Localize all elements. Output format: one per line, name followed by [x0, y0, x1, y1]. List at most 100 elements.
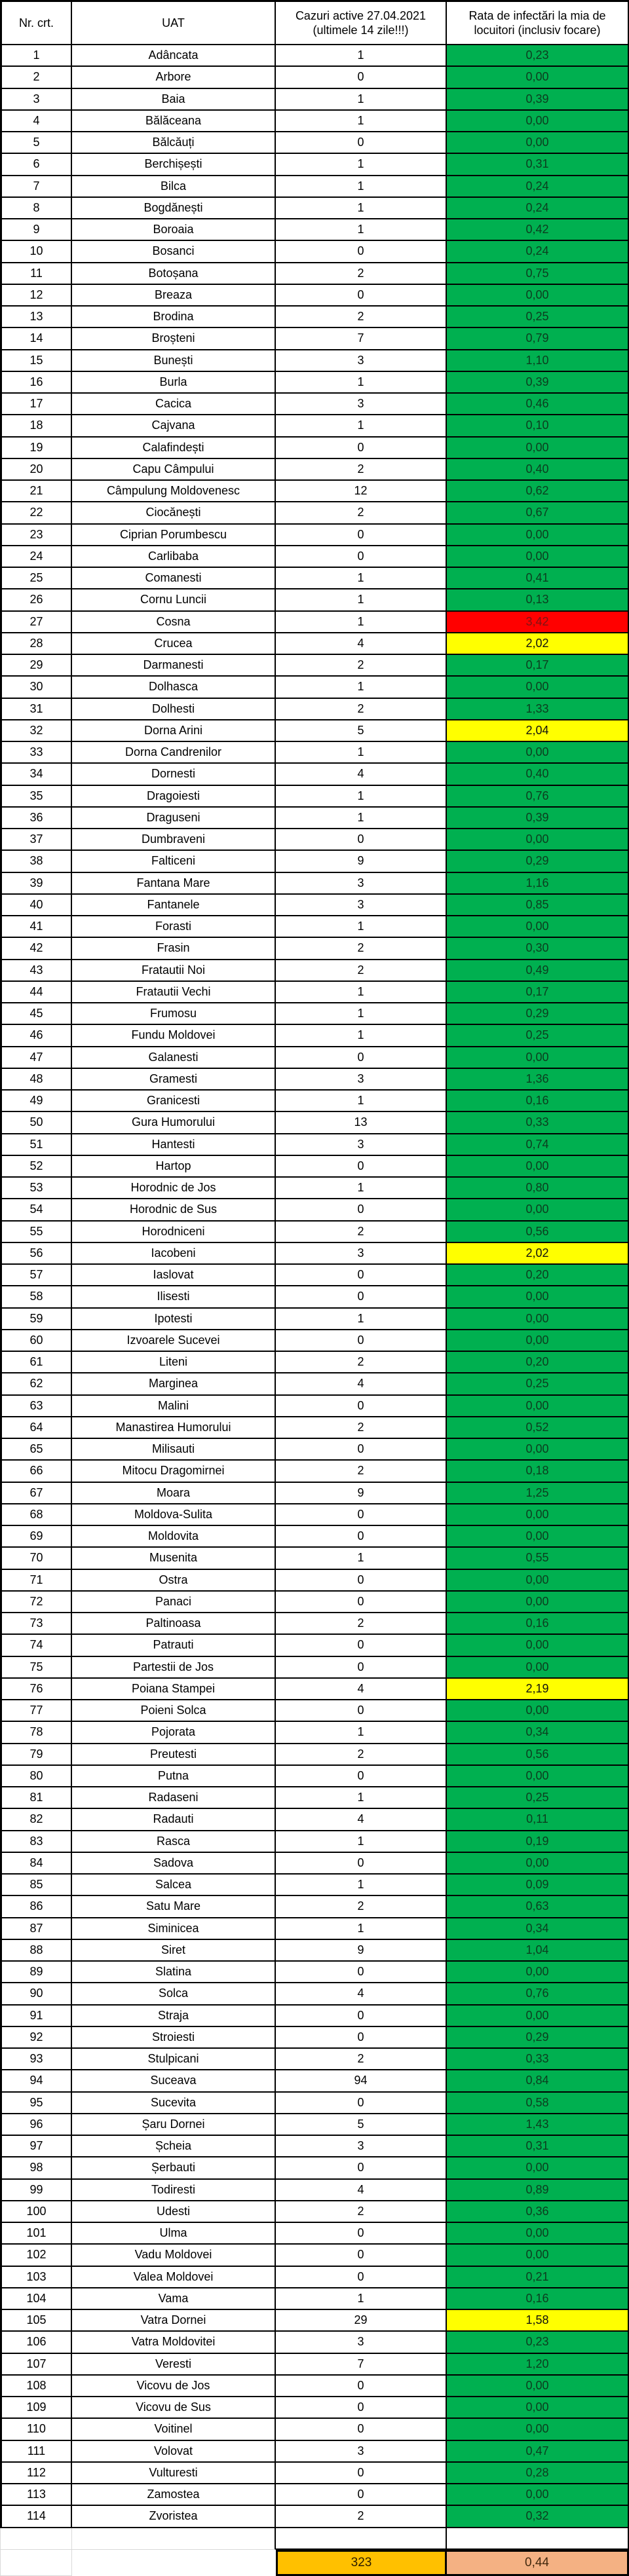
table-row: 15 Bunești 3 1,10: [0, 350, 629, 372]
table-row: 103 Valea Moldovei 0 0,21: [0, 2266, 629, 2288]
uat-cell: Adâncata: [72, 45, 276, 67]
row-number-cell: 106: [0, 2332, 72, 2354]
cases-cell: 13: [276, 1112, 447, 1134]
rate-cell: 1,36: [447, 1068, 629, 1091]
cases-cell: 2: [276, 1221, 447, 1243]
table-row: 9 Boroaia 1 0,42: [0, 219, 629, 242]
rate-cell: 0,00: [447, 742, 629, 764]
row-number-cell: 76: [0, 1678, 72, 1700]
row-number-cell: 17: [0, 394, 72, 416]
row-number-cell: 58: [0, 1286, 72, 1309]
table-row: 52 Hartop 0 0,00: [0, 1155, 629, 1178]
rate-cell: 0,23: [447, 2332, 629, 2354]
cases-cell: 1: [276, 1831, 447, 1853]
rate-cell: 0,31: [447, 2136, 629, 2158]
uat-cell: Câmpulung Moldovenesc: [72, 481, 276, 503]
rate-cell: 0,28: [447, 2462, 629, 2484]
row-number-cell: 2: [0, 67, 72, 89]
rate-cell: 0,30: [447, 938, 629, 960]
cases-cell: 0: [276, 1635, 447, 1657]
uat-cell: Mitocu Dragomirnei: [72, 1461, 276, 1483]
uat-cell: Cornu Luncii: [72, 589, 276, 612]
table-row: 32 Dorna Arini 5 2,04: [0, 720, 629, 742]
row-number-cell: 73: [0, 1613, 72, 1635]
table-row: 83 Rasca 1 0,19: [0, 1831, 629, 1853]
uat-cell: Bogdănești: [72, 197, 276, 219]
table-header-row: Nr. crt. UAT Cazuri active 27.04.2021 (u…: [0, 0, 629, 45]
rate-cell: 0,11: [447, 1809, 629, 1831]
uat-cell: Slatina: [72, 1962, 276, 1984]
cases-cell: 1: [276, 1787, 447, 1810]
row-number-cell: 14: [0, 328, 72, 350]
rate-cell: 0,63: [447, 1896, 629, 1918]
table-row: 114 Zvoristea 2 0,32: [0, 2506, 629, 2528]
table-row: 3 Baia 1 0,39: [0, 88, 629, 111]
uat-cell: Siret: [72, 1939, 276, 1962]
row-number-cell: 65: [0, 1439, 72, 1461]
rate-cell: 0,40: [447, 458, 629, 481]
rate-cell: 0,00: [447, 2375, 629, 2397]
table-row: 10 Bosanci 0 0,24: [0, 241, 629, 263]
rate-cell: 0,76: [447, 1983, 629, 2006]
rate-cell: 0,84: [447, 2070, 629, 2093]
cases-cell: 3: [276, 2440, 447, 2463]
uat-cell: Bunești: [72, 350, 276, 372]
row-number-cell: 49: [0, 1091, 72, 1113]
row-number-cell: 70: [0, 1548, 72, 1570]
rate-cell: 0,56: [447, 1744, 629, 1766]
rate-cell: 0,56: [447, 1221, 629, 1243]
cases-cell: 2: [276, 1896, 447, 1918]
table-row: 111 Volovat 3 0,47: [0, 2440, 629, 2463]
uat-cell: Vadu Moldovei: [72, 2245, 276, 2267]
table-row: 56 Iacobeni 3 2,02: [0, 1242, 629, 1265]
cases-cell: 0: [276, 1155, 447, 1178]
rate-cell: 0,00: [447, 110, 629, 132]
rate-cell: 0,39: [447, 371, 629, 394]
uat-cell: Satu Mare: [72, 1896, 276, 1918]
table-row: 21 Câmpulung Moldovenesc 12 0,62: [0, 481, 629, 503]
cases-cell: 1: [276, 110, 447, 132]
row-number-cell: 100: [0, 2201, 72, 2223]
table-row: 59 Ipotesti 1 0,00: [0, 1308, 629, 1330]
table-row: 87 Siminicea 1 0,34: [0, 1918, 629, 1940]
cases-cell: 1: [276, 176, 447, 198]
table-row: 72 Panaci 0 0,00: [0, 1591, 629, 1613]
row-number-cell: 86: [0, 1896, 72, 1918]
table-row: 39 Fantana Mare 3 1,16: [0, 872, 629, 895]
table-row: 62 Marginea 4 0,25: [0, 1373, 629, 1396]
uat-cell: Hartop: [72, 1155, 276, 1178]
uat-cell: Malini: [72, 1395, 276, 1417]
table-row: 63 Malini 0 0,00: [0, 1395, 629, 1417]
uat-cell: Cacica: [72, 394, 276, 416]
rate-cell: 0,18: [447, 1461, 629, 1483]
table-row: 41 Forasti 1 0,00: [0, 916, 629, 939]
rate-cell: 0,00: [447, 546, 629, 568]
row-number-cell: 24: [0, 546, 72, 568]
uat-cell: Granicesti: [72, 1091, 276, 1113]
cases-cell: 0: [276, 1591, 447, 1613]
table-row: 5 Bălcăuți 0 0,00: [0, 132, 629, 155]
cases-cell: 7: [276, 328, 447, 350]
row-number-cell: 21: [0, 481, 72, 503]
rate-cell: 0,34: [447, 1722, 629, 1744]
row-number-cell: 16: [0, 371, 72, 394]
uat-cell: Brodina: [72, 307, 276, 329]
empty-cell: [0, 2528, 72, 2550]
table-row: 40 Fantanele 3 0,85: [0, 894, 629, 916]
row-number-cell: 6: [0, 154, 72, 176]
cases-cell: 1: [276, 1025, 447, 1047]
header-rata-infectari: Rata de infectări la mia de locuitori (i…: [447, 0, 629, 45]
cases-cell: 0: [276, 2375, 447, 2397]
cases-cell: 0: [276, 2484, 447, 2507]
cases-cell: 3: [276, 1134, 447, 1156]
table-row: 23 Ciprian Porumbescu 0 0,00: [0, 524, 629, 546]
row-number-cell: 112: [0, 2462, 72, 2484]
uat-cell: Marginea: [72, 1373, 276, 1396]
table-row: 96 Șaru Dornei 5 1,43: [0, 2114, 629, 2136]
row-number-cell: 99: [0, 2179, 72, 2201]
uat-cell: Horodniceni: [72, 1221, 276, 1243]
uat-cell: Bilca: [72, 176, 276, 198]
uat-cell: Fantana Mare: [72, 872, 276, 895]
cases-cell: 12: [276, 481, 447, 503]
rate-cell: 0,24: [447, 241, 629, 263]
